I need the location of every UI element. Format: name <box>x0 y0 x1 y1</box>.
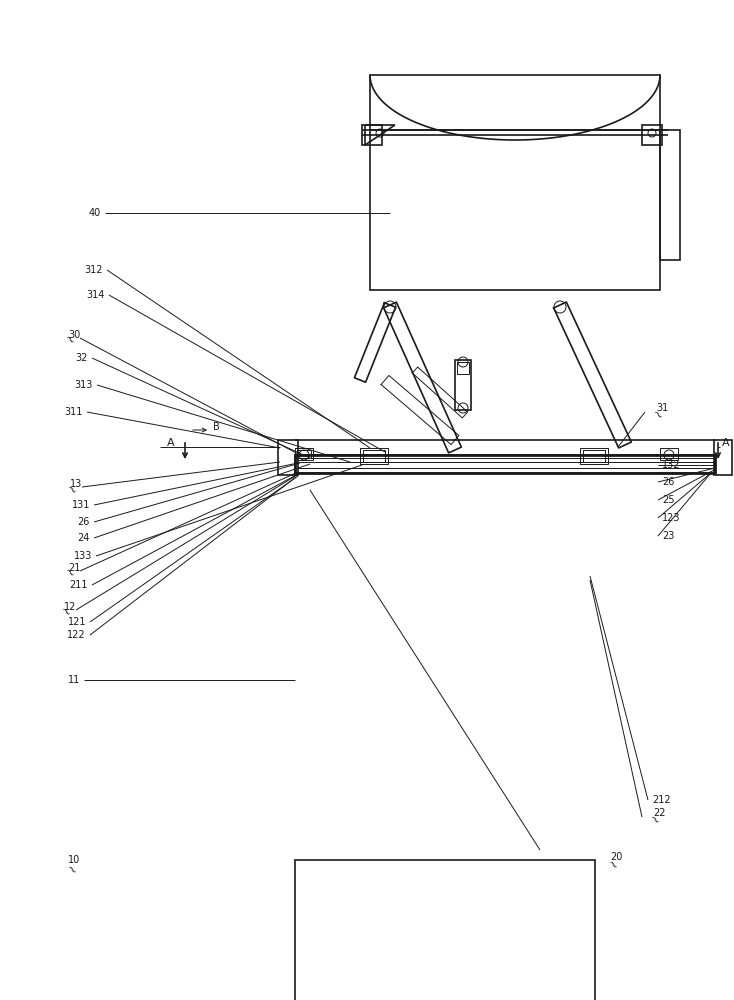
Text: B: B <box>213 422 219 432</box>
Text: 312: 312 <box>84 265 103 275</box>
Text: 13: 13 <box>70 479 82 489</box>
Bar <box>370 130 660 290</box>
Bar <box>580 448 608 464</box>
Text: 26: 26 <box>662 477 675 487</box>
Text: 10: 10 <box>68 855 80 865</box>
Text: ~: ~ <box>62 862 79 878</box>
Bar <box>295 860 595 1000</box>
Text: ~: ~ <box>60 565 76 581</box>
Text: 122: 122 <box>68 630 86 640</box>
Text: 24: 24 <box>78 533 90 543</box>
Bar <box>714 440 732 475</box>
Text: 121: 121 <box>68 617 86 627</box>
Text: ~: ~ <box>645 812 661 828</box>
Bar <box>455 360 471 410</box>
Bar <box>297 450 311 458</box>
Text: 20: 20 <box>610 852 622 862</box>
Bar <box>360 448 388 464</box>
Text: 30: 30 <box>68 330 80 340</box>
Text: 132: 132 <box>662 460 680 470</box>
Text: ~: ~ <box>648 407 664 423</box>
Text: ~: ~ <box>56 604 73 620</box>
Text: ~: ~ <box>603 857 619 873</box>
Text: 32: 32 <box>76 353 88 363</box>
Text: 313: 313 <box>75 380 93 390</box>
Text: 26: 26 <box>78 517 90 527</box>
Bar <box>583 450 605 462</box>
Text: 211: 211 <box>70 580 88 590</box>
Text: 23: 23 <box>662 531 675 541</box>
Text: 123: 123 <box>662 513 680 523</box>
Bar <box>362 125 382 145</box>
Bar <box>660 448 678 460</box>
Text: A: A <box>722 438 730 448</box>
Text: 314: 314 <box>87 290 105 300</box>
Bar <box>363 450 385 462</box>
Text: 31: 31 <box>656 403 668 413</box>
Bar <box>295 455 715 473</box>
Bar <box>295 455 715 473</box>
Bar <box>642 125 662 145</box>
Text: 311: 311 <box>65 407 83 417</box>
Text: ~: ~ <box>62 482 79 498</box>
Text: 11: 11 <box>68 675 80 685</box>
Bar <box>278 440 298 475</box>
Text: 25: 25 <box>662 495 675 505</box>
Text: A: A <box>167 438 175 448</box>
Text: 131: 131 <box>72 500 90 510</box>
Text: 40: 40 <box>89 208 101 218</box>
Text: 133: 133 <box>73 551 92 561</box>
Text: 21: 21 <box>68 563 81 573</box>
Bar <box>457 362 469 374</box>
Text: 22: 22 <box>653 808 666 818</box>
Text: ~: ~ <box>60 332 76 348</box>
Text: 12: 12 <box>64 602 76 612</box>
Text: 212: 212 <box>652 795 671 805</box>
Bar <box>660 130 680 260</box>
Bar <box>295 448 313 460</box>
